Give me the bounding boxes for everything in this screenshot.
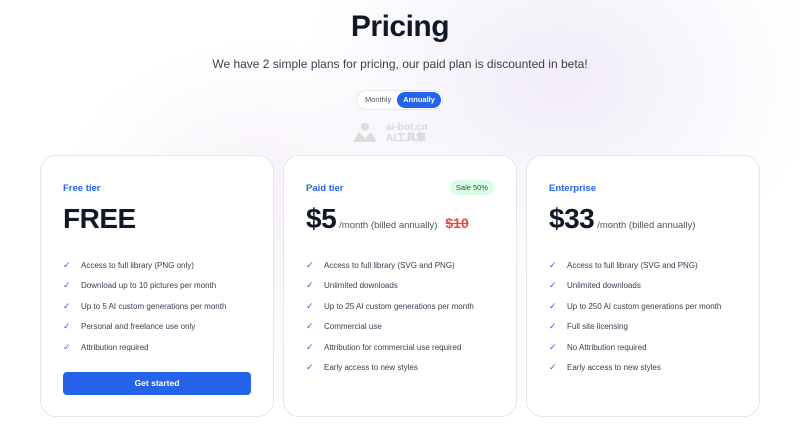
check-icon: ✓ [306, 259, 314, 270]
plan-name: Enterprise [549, 183, 596, 194]
billing-toggle[interactable]: Monthly Annually [356, 90, 443, 110]
plan-price: FREE [63, 203, 136, 234]
watermark-text-2: AI工具集 [386, 133, 426, 144]
price-period: /month (billed annually) [339, 220, 438, 231]
feature-text: Access to full library (SVG and PNG) [567, 260, 698, 270]
feature-item: ✓ Attribution for commercial use required [306, 337, 474, 358]
check-icon: ✓ [306, 341, 314, 352]
feature-item: ✓ Unlimited downloads [549, 276, 721, 297]
feature-text: Up to 25 AI custom generations per month [324, 301, 474, 311]
feature-text: No Attribution required [567, 342, 647, 352]
feature-list: ✓ Access to full library (SVG and PNG) ✓ U… [549, 255, 721, 378]
plan-card-free: Free tier FREE ✓ Access to full library (… [40, 155, 274, 417]
check-icon: ✓ [306, 280, 314, 291]
plan-price: $5 [306, 203, 337, 234]
check-icon: ✓ [549, 341, 557, 352]
check-icon: ✓ [306, 321, 314, 332]
old-price: $10 [445, 215, 469, 231]
watermark-text-1: ai-bot.cn [386, 122, 428, 133]
feature-list: ✓ Access to full library (PNG only) ✓ Down… [63, 255, 226, 358]
page-subtitle: We have 2 simple plans for pricing, our … [212, 57, 588, 71]
feature-text: Up to 250 AI custom generations per mont… [567, 301, 722, 311]
check-icon: ✓ [549, 300, 557, 311]
feature-text: Up to 5 AI custom generations per month [81, 301, 227, 311]
check-icon: ✓ [306, 362, 314, 373]
feature-text: Personal and freelance use only [81, 322, 196, 332]
feature-text: Unlimited downloads [567, 281, 641, 291]
feature-text: Unlimited downloads [324, 281, 398, 291]
check-icon: ✓ [63, 341, 71, 352]
feature-item: ✓ Commercial use [306, 317, 474, 338]
feature-item: ✓ Full site licensing [549, 317, 721, 338]
plan-card-paid: Paid tier Sale 50% $5/month (billed annu… [283, 155, 517, 417]
feature-text: Early access to new styles [567, 363, 661, 373]
check-icon: ✓ [549, 259, 557, 270]
feature-text: Download up to 10 pictures per month [81, 281, 217, 291]
toggle-annually[interactable]: Annually [397, 92, 441, 108]
check-icon: ✓ [549, 321, 557, 332]
feature-item: ✓ Early access to new styles [306, 358, 474, 379]
feature-item: ✓ Up to 5 AI custom generations per month [63, 296, 226, 317]
feature-item: ✓ Access to full library (SVG and PNG) [549, 255, 721, 276]
price-period: /month (billed annually) [597, 220, 696, 231]
watermark-icon [353, 123, 377, 142]
feature-text: Early access to new styles [324, 363, 418, 373]
sale-badge: Sale 50% [449, 180, 494, 195]
feature-item: ✓ Unlimited downloads [306, 276, 474, 297]
plan-name: Paid tier [306, 183, 344, 194]
feature-item: ✓ Download up to 10 pictures per month [63, 276, 226, 297]
feature-text: Full site licensing [567, 322, 628, 332]
check-icon: ✓ [63, 259, 71, 270]
feature-item: ✓ Personal and freelance use only [63, 317, 226, 338]
toggle-monthly[interactable]: Monthly [365, 95, 392, 104]
check-icon: ✓ [306, 300, 314, 311]
feature-text: Attribution for commercial use required [324, 342, 462, 352]
plan-price: $33 [549, 203, 595, 234]
check-icon: ✓ [63, 300, 71, 311]
feature-item: ✓ No Attribution required [549, 337, 721, 358]
check-icon: ✓ [63, 321, 71, 332]
feature-text: Commercial use [324, 322, 382, 332]
feature-item: ✓ Access to full library (SVG and PNG) [306, 255, 474, 276]
watermark-logo: ai-bot.cn AI工具集 [352, 122, 428, 144]
check-icon: ✓ [549, 362, 557, 373]
check-icon: ✓ [549, 280, 557, 291]
plan-name: Free tier [63, 183, 101, 194]
check-icon: ✓ [63, 280, 71, 291]
feature-item: ✓ Access to full library (PNG only) [63, 255, 226, 276]
get-started-button[interactable]: Get started [63, 372, 251, 395]
feature-text: Attribution required [81, 342, 149, 352]
feature-list: ✓ Access to full library (SVG and PNG) ✓ U… [306, 255, 474, 378]
plan-card-enterprise: Enterprise $33/month (billed annually) ✓… [526, 155, 760, 417]
feature-item: ✓ Up to 25 AI custom generations per mont… [306, 296, 474, 317]
page-title: Pricing [350, 10, 450, 43]
feature-item: ✓ Up to 250 AI custom generations per mon… [549, 296, 721, 317]
feature-text: Access to full library (PNG only) [81, 260, 194, 270]
feature-text: Access to full library (SVG and PNG) [324, 260, 455, 270]
feature-item: ✓ Attribution required [63, 337, 226, 358]
feature-item: ✓ Early access to new styles [549, 358, 721, 379]
